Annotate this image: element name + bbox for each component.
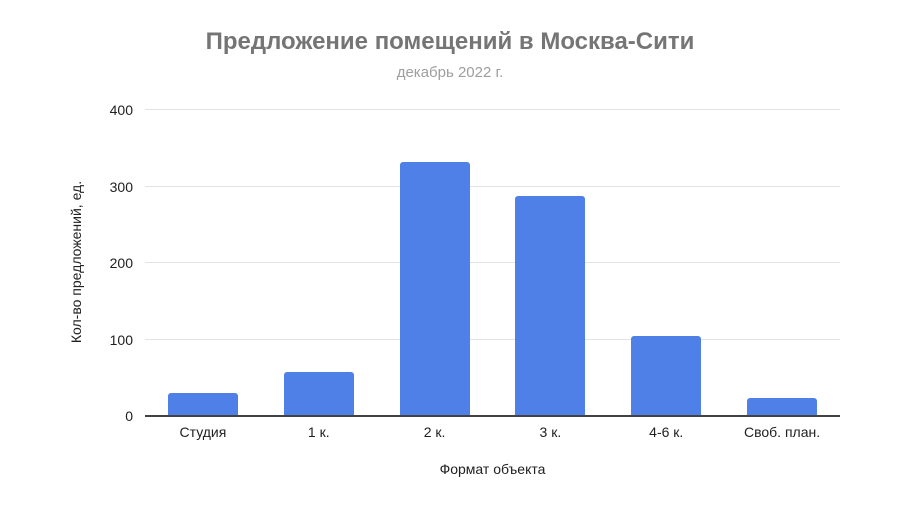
bar-2 к.	[399, 162, 470, 416]
x-axis-category-labels: Студия 1 к. 2 к. 3 к. 4-6 к. Своб. план.	[145, 424, 840, 440]
bar-4-6 к.	[631, 336, 702, 416]
y-tick-label-300: 300	[109, 178, 133, 195]
gridline-200	[145, 262, 840, 263]
x-axis-line	[145, 415, 840, 417]
x-category-label: Своб. план.	[743, 424, 821, 440]
chart-title: Предложение помещений в Москва-Сити	[205, 28, 695, 55]
gridline-300	[145, 185, 840, 187]
y-tick-label-0: 0	[125, 408, 133, 424]
x-category-label: Студия	[179, 424, 227, 440]
bar-Своб. план.	[747, 398, 818, 416]
x-axis-title: Формат объекта	[439, 461, 546, 477]
x-category-label: 3 к.	[539, 424, 562, 440]
y-tick-label-200: 200	[109, 255, 133, 271]
y-tick-label-100: 100	[109, 331, 133, 348]
x-category-label: 1 к.	[307, 424, 330, 440]
gridline-100	[145, 338, 840, 340]
plot-area	[145, 109, 840, 417]
x-category-label: 4-6 к.	[649, 424, 684, 440]
bar-3 к.	[515, 195, 586, 416]
x-category-label: 2 к.	[423, 424, 446, 440]
bar-Студия	[167, 393, 238, 416]
y-axis-tick-labels: 0 100 200 300 400	[0, 102, 133, 424]
y-tick-label-400: 400	[109, 102, 133, 118]
chart-subtitle: декабрь 2022 г.	[396, 64, 504, 81]
gridline-400	[145, 109, 840, 110]
bar-1 к.	[283, 372, 354, 416]
